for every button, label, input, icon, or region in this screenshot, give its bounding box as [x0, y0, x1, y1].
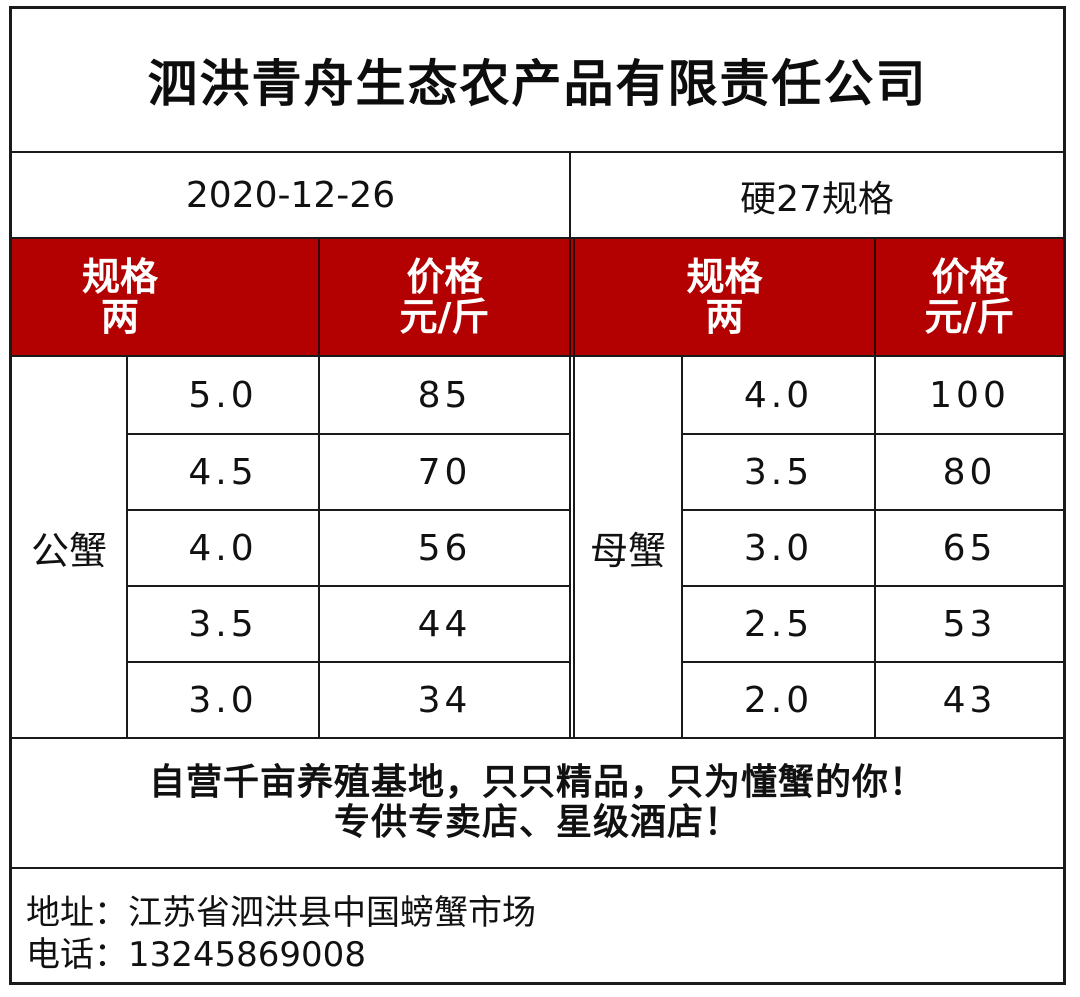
header-male-spec: 规格 两: [12, 239, 318, 355]
male-spec-cell: 4.0: [188, 527, 258, 569]
divider: [12, 355, 1063, 357]
price-sheet: 泗洪青舟生态农产品有限责任公司 2020-12-26 硬27规格 规格 两 价格…: [9, 6, 1066, 985]
divider: [681, 509, 1063, 511]
slogan: 自营千亩养殖基地，只只精品，只为懂蟹的你！ 专供专卖店、星级酒店！: [12, 739, 1063, 867]
female-price-cell: 80: [942, 451, 997, 493]
header-spec-line1: 规格: [81, 255, 158, 299]
address-line: 地址：江苏省泗洪县中国螃蟹市场: [26, 893, 1056, 933]
male-group-label: 公蟹: [30, 528, 107, 573]
female-spec-cell: 3.5: [743, 451, 814, 493]
male-price-cell: 56: [417, 527, 472, 569]
female-group-label: 母蟹: [589, 528, 666, 573]
male-price-cell: 70: [417, 451, 472, 493]
divider: [126, 585, 571, 587]
divider: [318, 239, 320, 355]
header-price-line2: 元/斤: [924, 295, 1015, 339]
male-spec-cell: 4.5: [188, 451, 258, 493]
slogan-line-2: 专供专卖店、星级酒店！: [333, 802, 741, 843]
divider: [126, 661, 571, 663]
female-spec-cell: 2.5: [743, 603, 814, 645]
male-spec-cell: 3.5: [188, 603, 258, 645]
female-price-cell: 53: [942, 603, 997, 645]
header-female-spec: 规格 两: [575, 239, 874, 355]
phone-line: 电话：13245869008: [26, 935, 1056, 975]
header-spec-line2: 两: [705, 295, 744, 339]
divider: [681, 433, 1063, 435]
female-spec-cell: 4.0: [743, 374, 814, 416]
phone-value: 13245869008: [128, 935, 366, 975]
female-price-cell: 65: [942, 527, 997, 569]
header-spec-line2: 两: [100, 295, 139, 339]
spec-note: 硬27规格: [740, 178, 894, 220]
divider: [569, 153, 571, 239]
divider: [12, 237, 1063, 239]
female-price-cell: 43: [942, 679, 997, 721]
company-title: 泗洪青舟生态农产品有限责任公司: [147, 55, 928, 113]
phone-label: 电话：: [26, 935, 128, 975]
divider: [569, 357, 571, 737]
male-spec-cell: 3.0: [188, 679, 258, 721]
divider: [318, 357, 320, 737]
divider: [874, 239, 876, 355]
address-label: 地址：: [26, 893, 128, 933]
divider: [573, 357, 575, 737]
header-band: [12, 239, 1063, 355]
divider: [569, 239, 571, 355]
divider: [12, 737, 1063, 739]
male-price-cell: 85: [417, 374, 472, 416]
male-price-cell: 44: [417, 603, 472, 645]
header-female-price: 价格 元/斤: [876, 239, 1063, 355]
header-spec-line1: 规格: [686, 255, 763, 299]
date-label: 2020-12-26: [185, 175, 396, 216]
male-spec-cell: 5.0: [188, 374, 258, 416]
divider: [12, 867, 1063, 869]
female-price-cell: 100: [929, 374, 1010, 416]
female-spec-cell: 3.0: [743, 527, 814, 569]
header-male-price: 价格 元/斤: [320, 239, 569, 355]
header-price-line1: 价格: [406, 255, 483, 299]
divider: [126, 357, 128, 737]
male-price-cell: 34: [417, 679, 472, 721]
divider: [126, 433, 571, 435]
slogan-line-1: 自营千亩养殖基地，只只精品，只为懂蟹的你！: [148, 762, 926, 803]
divider: [681, 585, 1063, 587]
header-price-line1: 价格: [931, 255, 1008, 299]
header-price-line2: 元/斤: [399, 295, 490, 339]
divider: [12, 151, 1063, 153]
divider: [573, 239, 575, 355]
female-spec-cell: 2.0: [743, 679, 814, 721]
divider: [126, 509, 571, 511]
address-value: 江苏省泗洪县中国螃蟹市场: [128, 893, 536, 933]
divider: [874, 357, 876, 737]
divider: [681, 661, 1063, 663]
divider: [681, 357, 683, 737]
